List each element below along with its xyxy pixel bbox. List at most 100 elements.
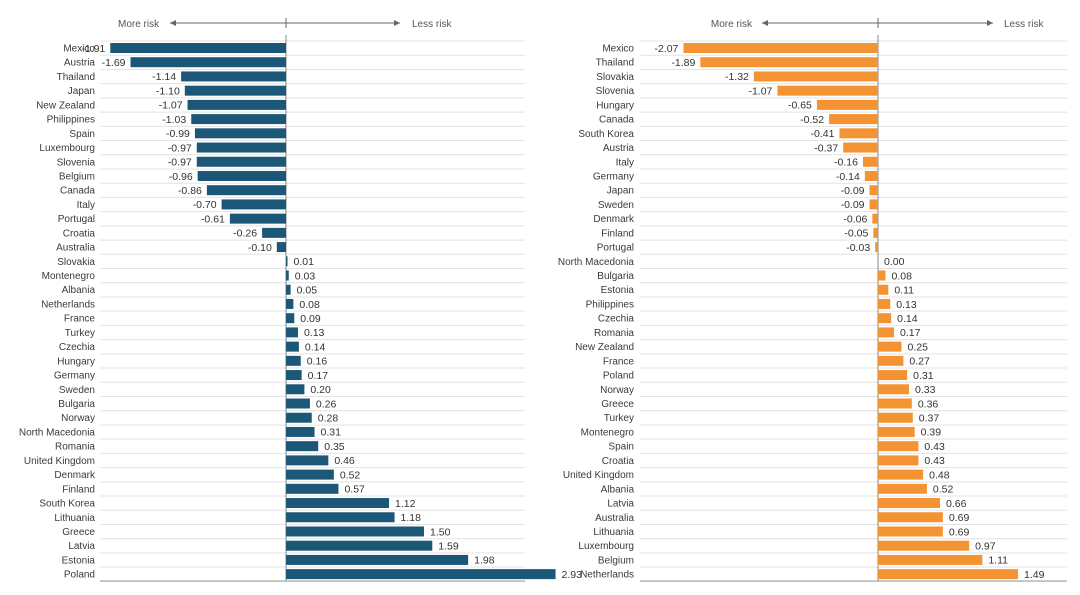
bar-netherlands: [878, 569, 1019, 580]
bar-estonia: [878, 284, 889, 295]
value-label: 1.49: [1024, 569, 1045, 581]
category-label: France: [64, 314, 96, 325]
value-label: -1.89: [671, 57, 695, 69]
category-label: Turkey: [604, 413, 634, 424]
bar-austria: [130, 57, 286, 68]
category-label: Romania: [594, 328, 634, 339]
bar-albania: [286, 284, 291, 295]
category-label: Portugal: [58, 214, 95, 225]
value-label: 1.18: [401, 512, 422, 524]
header-more-risk-label: More risk: [711, 19, 753, 30]
value-label: -0.41: [811, 128, 835, 140]
bar-slovenia: [196, 156, 286, 167]
value-label: -1.07: [748, 85, 772, 97]
category-label: Austria: [64, 58, 96, 69]
category-label: Croatia: [63, 228, 96, 239]
bar-bulgaria: [286, 398, 310, 409]
bar-thailand: [700, 57, 878, 68]
value-label: 0.33: [915, 384, 936, 396]
category-label: Canada: [599, 115, 634, 126]
category-label: Belgium: [598, 555, 634, 566]
bar-thailand: [181, 71, 286, 82]
category-label: Slovenia: [596, 86, 635, 97]
category-label: South Korea: [39, 499, 95, 510]
bar-czechia: [878, 313, 892, 324]
value-label: 0.27: [909, 356, 930, 368]
value-label: -0.96: [169, 171, 193, 183]
bar-united-kingdom: [878, 469, 924, 480]
category-label: New Zealand: [575, 342, 634, 353]
value-label: -2.07: [654, 43, 678, 55]
bar-finland: [873, 227, 878, 238]
value-label: 0.13: [896, 299, 917, 311]
chart-panel-2: More risk Less risk Mexico -2.07 Thailand -1.…: [558, 18, 1067, 582]
category-label: Italy: [616, 157, 634, 168]
value-label: 0.43: [924, 441, 945, 453]
category-label: Lithuania: [54, 513, 95, 524]
category-label: United Kingdom: [24, 456, 95, 467]
bar-japan: [184, 85, 286, 96]
bar-hungary: [816, 99, 878, 110]
category-label: Czechia: [598, 314, 635, 325]
bar-albania: [878, 483, 927, 494]
bar-italy: [862, 156, 878, 167]
category-label: Mexico: [602, 44, 634, 55]
value-label: -0.65: [788, 100, 812, 112]
category-label: Austria: [603, 143, 635, 154]
value-label: 0.08: [892, 270, 913, 282]
value-label: -1.14: [152, 71, 176, 83]
value-label: -1.32: [725, 71, 749, 83]
bar-montenegro: [878, 426, 915, 437]
category-label: Luxembourg: [578, 541, 634, 552]
bar-denmark: [872, 213, 878, 224]
category-label: Japan: [607, 186, 634, 197]
value-label: -0.14: [836, 171, 860, 183]
category-label: Canada: [60, 186, 95, 197]
category-label: Italy: [77, 200, 95, 211]
category-label: Mexico: [63, 44, 95, 55]
value-label: 0.14: [305, 341, 326, 353]
bar-luxembourg: [878, 540, 970, 551]
arrow-right-icon: [394, 20, 400, 26]
value-label: 0.31: [321, 427, 342, 439]
value-label: 0.20: [310, 384, 331, 396]
bar-australia: [276, 242, 286, 253]
chart-panel-1: More risk Less risk Mexico-1.91 Austria -1.6…: [19, 18, 582, 582]
value-label: 0.48: [929, 469, 950, 481]
bar-portugal: [229, 213, 286, 224]
category-label: Philippines: [586, 299, 634, 310]
value-label: 1.59: [438, 541, 459, 553]
bar-canada: [206, 185, 286, 196]
category-label: Estonia: [601, 285, 635, 296]
value-label: 0.46: [334, 455, 355, 467]
value-label: 0.08: [299, 299, 320, 311]
bar-czechia: [286, 341, 299, 352]
category-label: Norway: [61, 413, 95, 424]
bar-canada: [829, 114, 878, 125]
category-label: Denmark: [54, 470, 96, 481]
bar-mexico: [110, 43, 286, 53]
value-label: -0.61: [201, 213, 225, 225]
bar-south-korea: [286, 498, 390, 509]
category-label: Latvia: [607, 499, 634, 510]
value-label: -0.09: [841, 185, 865, 197]
bar-sweden: [869, 199, 878, 210]
value-label: 0.37: [919, 413, 940, 425]
bar-australia: [878, 512, 943, 523]
bar-bulgaria: [878, 270, 886, 281]
category-label: Bulgaria: [597, 271, 634, 282]
category-label: Australia: [595, 513, 634, 524]
value-label: -0.99: [166, 128, 190, 140]
category-label: Montenegro: [42, 271, 96, 282]
category-label: Norway: [600, 385, 634, 396]
category-label: Greece: [601, 399, 634, 410]
bar-spain: [194, 128, 286, 139]
value-label: 0.11: [894, 285, 914, 297]
value-label: 0.28: [318, 413, 339, 425]
category-label: Hungary: [57, 356, 95, 367]
category-label: Thailand: [57, 72, 95, 83]
category-label: Hungary: [596, 100, 634, 111]
category-label: Spain: [69, 129, 95, 140]
value-label: -0.10: [248, 242, 272, 254]
